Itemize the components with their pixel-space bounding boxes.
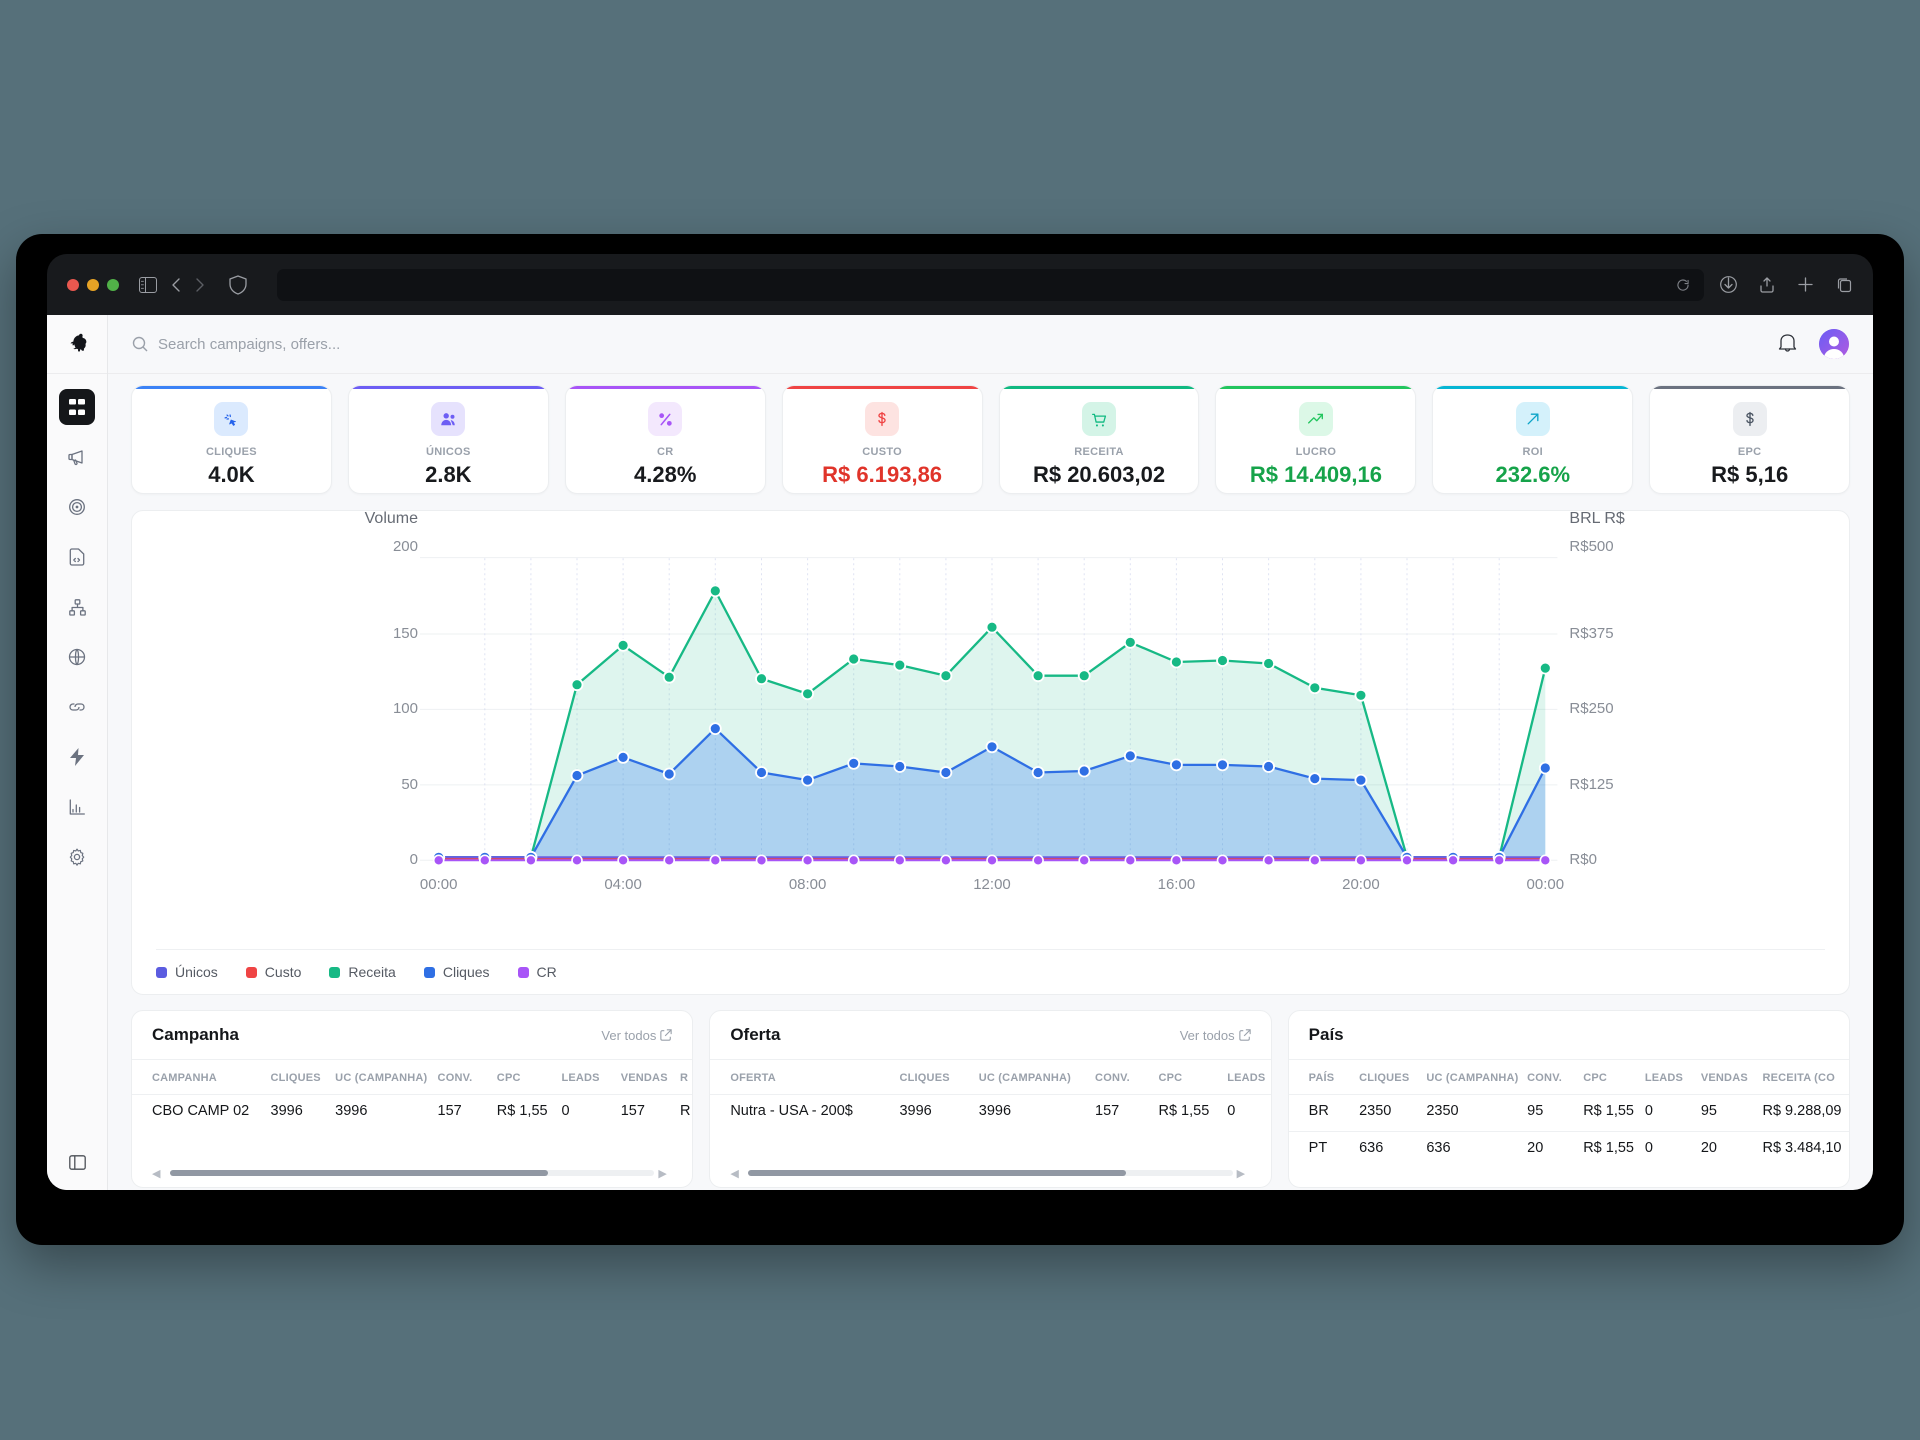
svg-text:150: 150	[393, 625, 418, 642]
svg-text:00:00: 00:00	[1527, 876, 1565, 893]
svg-text:R$250: R$250	[1569, 700, 1613, 717]
svg-text:50: 50	[401, 776, 418, 793]
svg-text:BRL R$: BRL R$	[1569, 511, 1625, 527]
svg-text:200: 200	[393, 538, 418, 555]
svg-text:12:00: 12:00	[973, 876, 1011, 893]
svg-text:100: 100	[393, 700, 418, 717]
svg-text:Volume: Volume	[365, 511, 418, 527]
svg-text:00:00: 00:00	[420, 876, 458, 893]
svg-text:0: 0	[410, 851, 418, 868]
svg-text:16:00: 16:00	[1158, 876, 1196, 893]
svg-text:20:00: 20:00	[1342, 876, 1380, 893]
svg-text:R$375: R$375	[1569, 625, 1613, 642]
svg-text:R$0: R$0	[1569, 851, 1597, 868]
svg-text:R$500: R$500	[1569, 538, 1613, 555]
svg-text:R$125: R$125	[1569, 776, 1613, 793]
svg-text:04:00: 04:00	[604, 876, 642, 893]
svg-text:08:00: 08:00	[789, 876, 827, 893]
